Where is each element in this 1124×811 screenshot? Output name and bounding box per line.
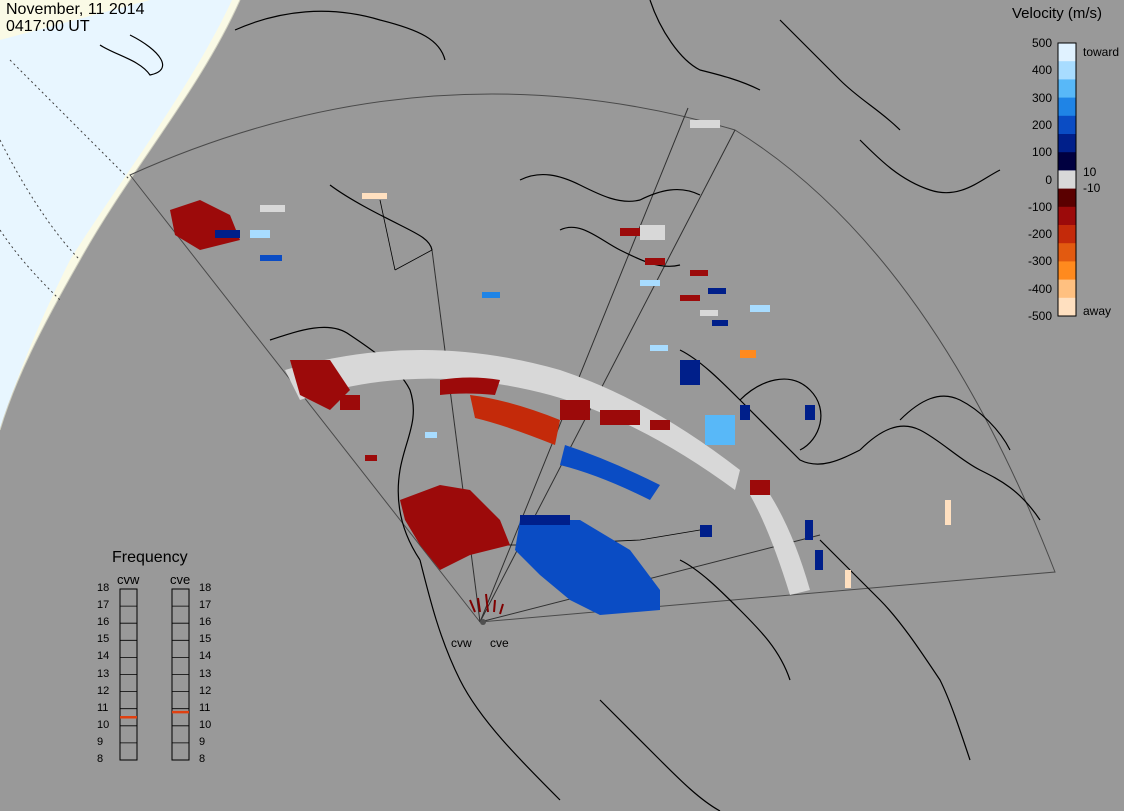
graticule <box>0 59 131 301</box>
velocity-inner-label-neg: -10 <box>1083 181 1101 195</box>
velocity-tick-label: -200 <box>1027 227 1052 242</box>
velocity-tick-label: 0 <box>1045 172 1052 187</box>
velocity-color-swatch <box>1058 170 1076 190</box>
velocity-tick-label: -500 <box>1027 309 1052 323</box>
velocity-scale-title: Velocity (m/s) <box>1012 5 1103 22</box>
frequency-tick-label: 13 <box>199 667 212 680</box>
frequency-tick-label: 9 <box>97 735 104 748</box>
velocity-color-swatch <box>1058 188 1076 208</box>
frequency-title: Frequency <box>112 549 188 566</box>
radar-cvw-label: cvw <box>117 572 140 587</box>
time-label: 0417:00 UT <box>6 18 90 35</box>
velocity-tick-label: -100 <box>1027 199 1052 214</box>
velocity-tick-label: 400 <box>1031 63 1052 78</box>
velocity-tick-label: 500 <box>1031 36 1052 50</box>
frequency-tick-label: 17 <box>97 599 110 612</box>
velocity-color-swatch <box>1058 261 1076 281</box>
radar-sites <box>469 593 504 625</box>
sunlit-inner-region <box>0 0 232 430</box>
velocity-color-swatch <box>1058 297 1076 317</box>
velocity-tick-label: 300 <box>1031 90 1052 105</box>
terminator-line <box>0 0 241 431</box>
frequency-tick-label: 8 <box>97 753 104 765</box>
toward-label: toward <box>1083 45 1120 59</box>
velocity-tick-label: 100 <box>1031 145 1052 160</box>
velocity-color-swatch <box>1058 243 1076 262</box>
frequency-tick-label: 17 <box>199 599 212 612</box>
velocity-tick-label: 200 <box>1031 117 1052 132</box>
frequency-tick-label: 11 <box>199 701 211 714</box>
field-of-view-outline <box>129 93 1056 623</box>
frequency-tick-label: 14 <box>199 650 212 663</box>
velocity-tick-label: -400 <box>1027 281 1052 296</box>
velocity-color-swatch <box>1058 152 1076 171</box>
frequency-tick-label: 16 <box>97 616 110 629</box>
velocity-color-swatch <box>1058 43 1076 62</box>
velocity-inner-label-pos: 10 <box>1083 165 1097 179</box>
velocity-color-swatch <box>1058 279 1076 299</box>
frequency-tick-label: 14 <box>97 650 110 663</box>
site-cvw-label: cvw <box>451 636 472 650</box>
velocity-color-swatch <box>1058 206 1076 226</box>
frequency-tick-label: 13 <box>97 667 110 680</box>
site-cve-label: cve <box>490 636 509 650</box>
frequency-tick-label: 12 <box>199 684 212 697</box>
velocity-colorbar <box>1057 42 1077 317</box>
velocity-returns <box>170 120 951 615</box>
velocity-tick-label: -300 <box>1027 254 1052 269</box>
frequency-tick-label: 12 <box>97 684 110 697</box>
radar-cve-label: cve <box>170 572 191 587</box>
frequency-tick-label: 18 <box>199 582 212 594</box>
frequency-tick-label: 10 <box>97 718 110 731</box>
site-cvw-marker <box>480 619 486 625</box>
velocity-color-swatch <box>1058 115 1076 135</box>
beam-divider-1 <box>431 249 481 623</box>
frequency-tick-label: 15 <box>199 633 212 646</box>
away-label: away <box>1083 304 1112 318</box>
frequency-tick-label: 18 <box>97 582 110 594</box>
velocity-color-swatch <box>1058 97 1076 117</box>
frequency-tick-label: 9 <box>199 735 206 748</box>
date-label: November, 11 2014 <box>6 1 145 18</box>
velocity-color-swatch <box>1058 79 1076 99</box>
velocity-colorbar-frame <box>1057 42 1077 317</box>
frequency-tick-label: 11 <box>97 701 109 714</box>
frequency-gauges <box>119 588 190 761</box>
velocity-color-swatch <box>1058 134 1076 153</box>
frequency-tick-label: 16 <box>199 616 212 629</box>
frequency-tick-label: 15 <box>97 633 110 646</box>
frequency-tick-label: 8 <box>199 753 206 765</box>
frequency-tick-label: 10 <box>199 718 212 731</box>
velocity-color-swatch <box>1058 225 1076 244</box>
velocity-color-swatch <box>1058 61 1076 80</box>
